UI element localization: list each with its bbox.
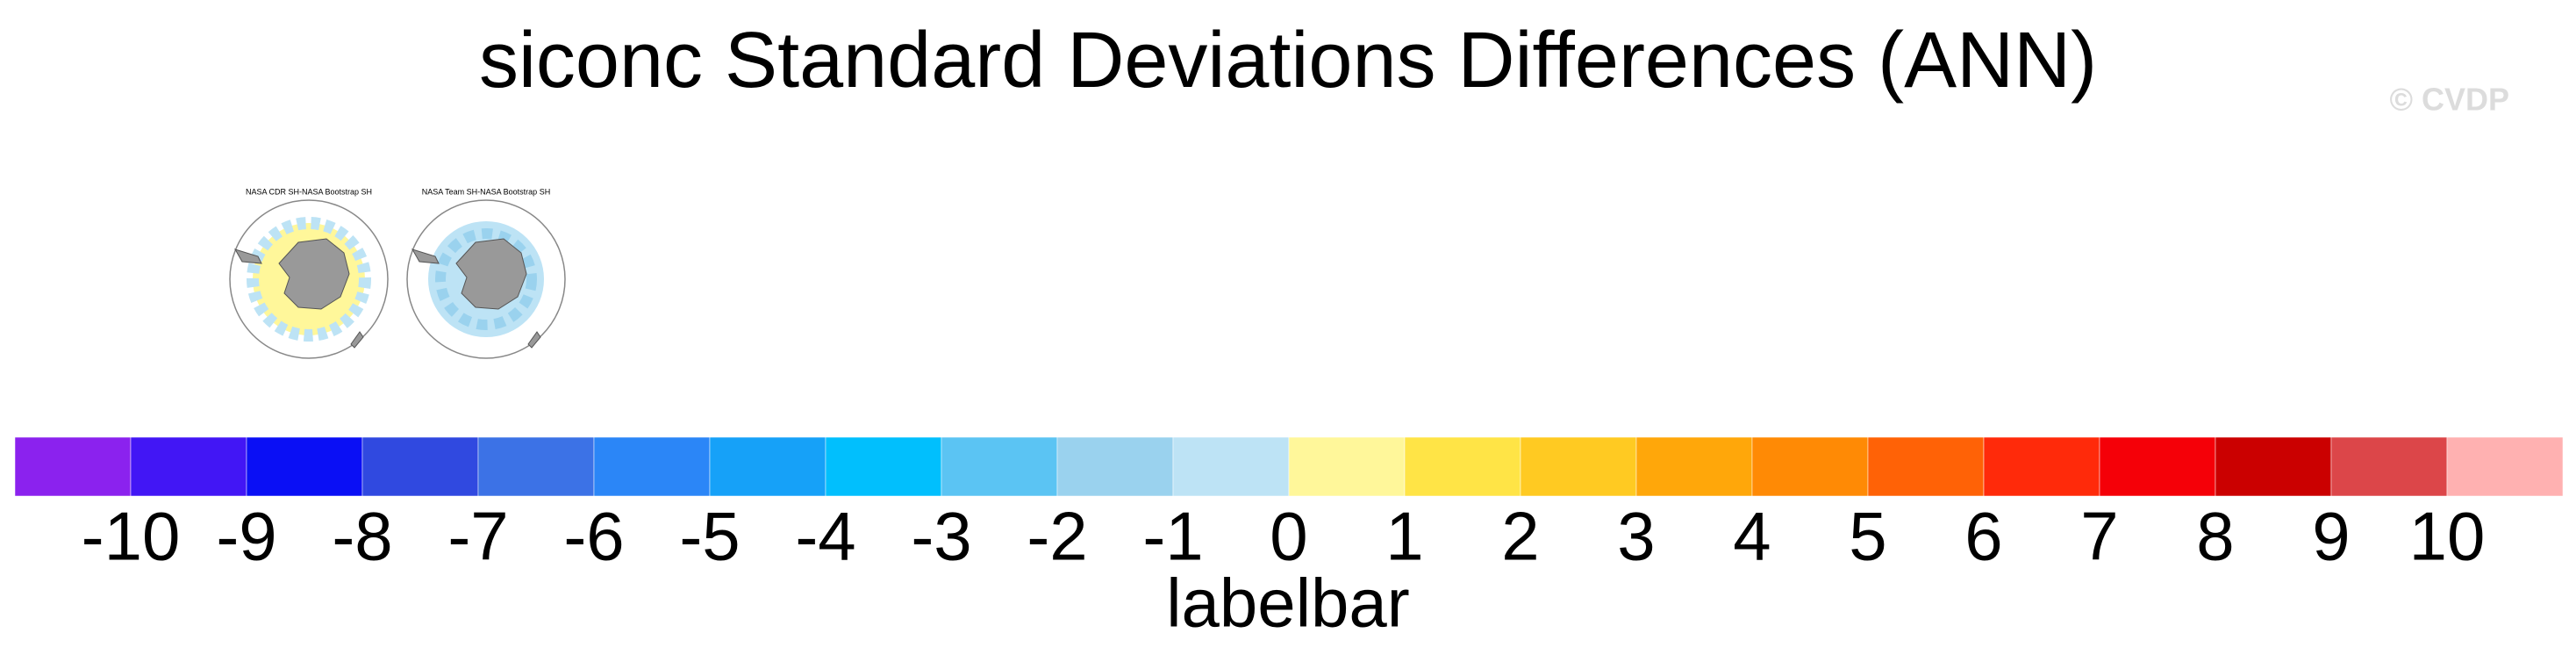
- colorbar-box: [1520, 436, 1637, 497]
- colorbar-box: [2330, 436, 2448, 497]
- tick-label: -10: [82, 498, 181, 575]
- tick-label: 3: [1617, 498, 1655, 575]
- colorbar-box: [941, 436, 1058, 497]
- land: [527, 331, 541, 349]
- antarctica: [278, 238, 350, 310]
- tick-label: 2: [1501, 498, 1539, 575]
- colorbar-box: [1867, 436, 1985, 497]
- colorbar-box: [1983, 436, 2100, 497]
- tick-label: 5: [1849, 498, 1886, 575]
- colorbar-box: [825, 436, 942, 497]
- colorbar-box: [2446, 436, 2564, 497]
- tick-label: 8: [2196, 498, 2234, 575]
- tick-label: 4: [1733, 498, 1771, 575]
- colorbar-box: [593, 436, 711, 497]
- map-panel: NASA Team SH-NASA Bootstrap SH: [406, 187, 566, 359]
- colorbar-box: [1288, 436, 1406, 497]
- tick-label: -5: [679, 498, 740, 575]
- tick-label: -6: [563, 498, 624, 575]
- tick-label: 6: [1964, 498, 2002, 575]
- land: [350, 331, 364, 349]
- colorbar-box: [361, 436, 479, 497]
- tick-label: -2: [1027, 498, 1087, 575]
- tick-label: 7: [2080, 498, 2118, 575]
- colorbar-box: [246, 436, 363, 497]
- tick-label: -4: [795, 498, 855, 575]
- tick-label: 1: [1385, 498, 1423, 575]
- colorbar-box: [2099, 436, 2216, 497]
- tick-label: -1: [1142, 498, 1203, 575]
- panel-title: NASA Team SH-NASA Bootstrap SH: [422, 187, 550, 196]
- colorbar-label: labelbar: [1166, 565, 1410, 642]
- tick-label: -3: [911, 498, 971, 575]
- antarctica: [455, 238, 527, 310]
- colorbar-box: [477, 436, 595, 497]
- map-panel: NASA CDR SH-NASA Bootstrap SH: [229, 187, 389, 359]
- tick-label: -8: [332, 498, 392, 575]
- land: [411, 248, 440, 264]
- ice-field: [435, 228, 537, 330]
- tick-label: 10: [2409, 498, 2486, 575]
- land: [233, 248, 262, 264]
- colorbar-box: [1751, 436, 1869, 497]
- colorbar-box: [1404, 436, 1521, 497]
- tick-label: -9: [216, 498, 276, 575]
- colorbar-box: [2215, 436, 2332, 497]
- watermark: © CVDP: [2389, 82, 2509, 118]
- tick-label: -7: [447, 498, 508, 575]
- tick-label: 0: [1270, 498, 1307, 575]
- colorbar-box: [1172, 436, 1290, 497]
- tick-label: 9: [2312, 498, 2350, 575]
- ice-field: [247, 217, 371, 342]
- colorbar-box: [709, 436, 826, 497]
- colorbar-box: [130, 436, 247, 497]
- colorbar-box: [1056, 436, 1174, 497]
- chart-title: siconc Standard Deviations Differences (…: [479, 17, 2097, 104]
- panel-title: NASA CDR SH-NASA Bootstrap SH: [246, 187, 372, 196]
- colorbar-box: [1635, 436, 1753, 497]
- colorbar-box: [14, 436, 132, 497]
